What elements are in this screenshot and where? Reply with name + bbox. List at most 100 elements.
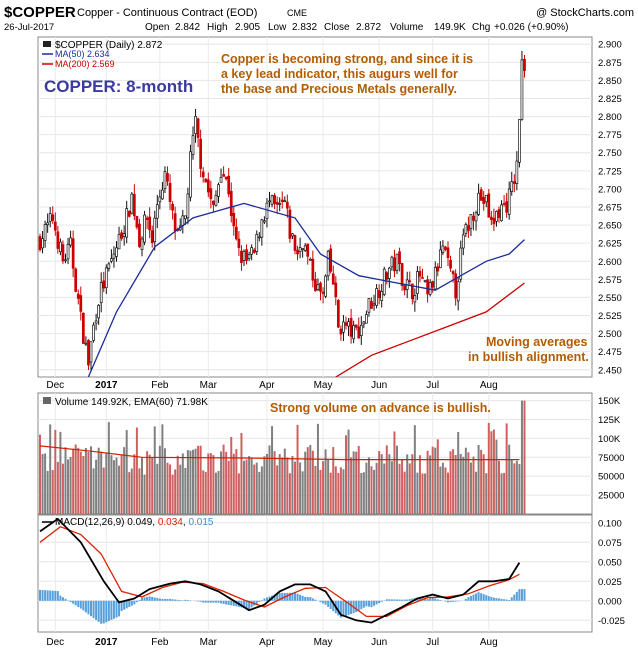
volume-bar bbox=[57, 462, 59, 514]
price-candle-body bbox=[261, 220, 263, 237]
copyright-label: @ StockCharts.com bbox=[536, 7, 634, 19]
price-candle-body bbox=[243, 251, 245, 260]
price-candle-body bbox=[457, 282, 459, 301]
volume-bar bbox=[123, 447, 125, 514]
price-candle-body bbox=[39, 237, 41, 250]
price-candle-body bbox=[233, 213, 235, 225]
volume-bar bbox=[44, 454, 46, 514]
price-candle-body bbox=[131, 194, 133, 213]
macd-histogram-bar bbox=[184, 600, 186, 601]
price-candle-body bbox=[205, 179, 207, 182]
macd-histogram-bar bbox=[70, 601, 72, 602]
price-candle-body bbox=[42, 239, 44, 248]
macd-histogram-bar bbox=[82, 601, 84, 611]
macd-histogram-bar bbox=[72, 601, 74, 604]
macd-histogram-bar bbox=[363, 601, 365, 608]
volume-bar bbox=[266, 454, 268, 514]
macd-histogram-bar bbox=[42, 590, 44, 601]
macd-histogram-bar bbox=[228, 601, 230, 605]
price-candle-body bbox=[248, 255, 250, 259]
price-candle-body bbox=[309, 259, 311, 260]
volume-bar bbox=[452, 449, 454, 514]
macd-histogram-bar bbox=[386, 599, 388, 601]
volume-bar bbox=[230, 437, 232, 514]
macd-histogram-bar bbox=[39, 590, 41, 601]
price-candle-body bbox=[146, 218, 148, 220]
price-tick-label: 2.650 bbox=[598, 221, 622, 232]
price-candle-body bbox=[164, 172, 166, 189]
volume-bar bbox=[490, 431, 492, 514]
price-candle-body bbox=[383, 269, 385, 294]
price-candle-body bbox=[80, 296, 82, 312]
macd-tick-label: 0.100 bbox=[598, 518, 622, 529]
macd-tick-label: 0.075 bbox=[598, 538, 622, 549]
volume-bar bbox=[189, 451, 191, 514]
macd-histogram-bar bbox=[141, 598, 143, 601]
price-candle-body bbox=[154, 218, 156, 242]
volume-bar bbox=[309, 445, 311, 514]
volume-bar bbox=[498, 461, 500, 514]
macd-histogram-bar bbox=[511, 597, 513, 601]
volume-bar bbox=[294, 462, 296, 514]
price-candle-body bbox=[483, 197, 485, 203]
volume-bar bbox=[360, 473, 362, 514]
price-candle-body bbox=[427, 280, 429, 294]
price-tick-label: 2.475 bbox=[598, 347, 622, 358]
volume-bar bbox=[442, 463, 444, 514]
price-candle-body bbox=[358, 327, 360, 338]
volume-bar bbox=[378, 451, 380, 514]
price-candle-body bbox=[467, 226, 469, 231]
price-candle-body bbox=[189, 152, 191, 197]
price-tick-label: 2.750 bbox=[598, 148, 622, 159]
volume-bar bbox=[228, 461, 230, 514]
volume-bar bbox=[184, 468, 186, 514]
volume-bar bbox=[460, 454, 462, 514]
volume-label: Volume bbox=[390, 22, 424, 33]
volume-bar bbox=[488, 423, 490, 514]
volume-bar bbox=[353, 451, 355, 514]
price-candle-body bbox=[123, 234, 125, 237]
price-candle-body bbox=[317, 285, 319, 290]
price-candle-body bbox=[506, 202, 508, 213]
volume-bar bbox=[256, 463, 258, 514]
description-label: Copper - Continuous Contract (EOD) bbox=[77, 7, 257, 19]
macd-histogram-bar bbox=[212, 601, 214, 603]
macd-histogram-bar bbox=[77, 601, 79, 607]
price-candle-body bbox=[57, 232, 59, 249]
macd-histogram-bar bbox=[52, 591, 54, 601]
macd-histogram-bar bbox=[381, 601, 383, 602]
price-candle-body bbox=[210, 189, 212, 199]
volume-bar bbox=[95, 460, 97, 514]
macd-histogram-bar bbox=[218, 601, 220, 603]
volume-bar bbox=[243, 461, 245, 514]
close-label: Close bbox=[324, 22, 350, 33]
macd-histogram-bar bbox=[409, 599, 411, 601]
top-annotation: Copper is becoming strong, and since it … bbox=[221, 52, 473, 96]
macd-histogram-bar bbox=[207, 601, 209, 603]
volume-bar bbox=[103, 468, 105, 514]
price-candle-body bbox=[450, 260, 452, 268]
price-tick-label: 2.550 bbox=[598, 293, 622, 304]
macd-histogram-bar bbox=[506, 600, 508, 601]
volume-bar bbox=[110, 455, 112, 514]
macd-histogram-bar bbox=[355, 601, 357, 612]
macd-histogram-bar bbox=[490, 597, 492, 601]
month-label: Jul bbox=[426, 637, 439, 648]
macd-histogram-bar bbox=[62, 597, 64, 601]
price-candle-body bbox=[297, 250, 299, 254]
price-candle-body bbox=[187, 194, 189, 218]
volume-bar bbox=[192, 450, 194, 514]
macd-histogram-bar bbox=[225, 601, 227, 605]
month-label: Jun bbox=[371, 380, 387, 391]
open-label: Open bbox=[145, 22, 169, 33]
macd-histogram-bar bbox=[49, 591, 51, 601]
price-candle-body bbox=[365, 315, 367, 324]
volume-bar bbox=[128, 472, 130, 514]
price-candle-body bbox=[409, 281, 411, 282]
volume-bar bbox=[391, 461, 393, 514]
volume-bar bbox=[179, 465, 181, 514]
macd-histogram-bar bbox=[103, 601, 105, 624]
month-label: 2017 bbox=[95, 380, 118, 391]
price-candle-body bbox=[144, 215, 146, 242]
